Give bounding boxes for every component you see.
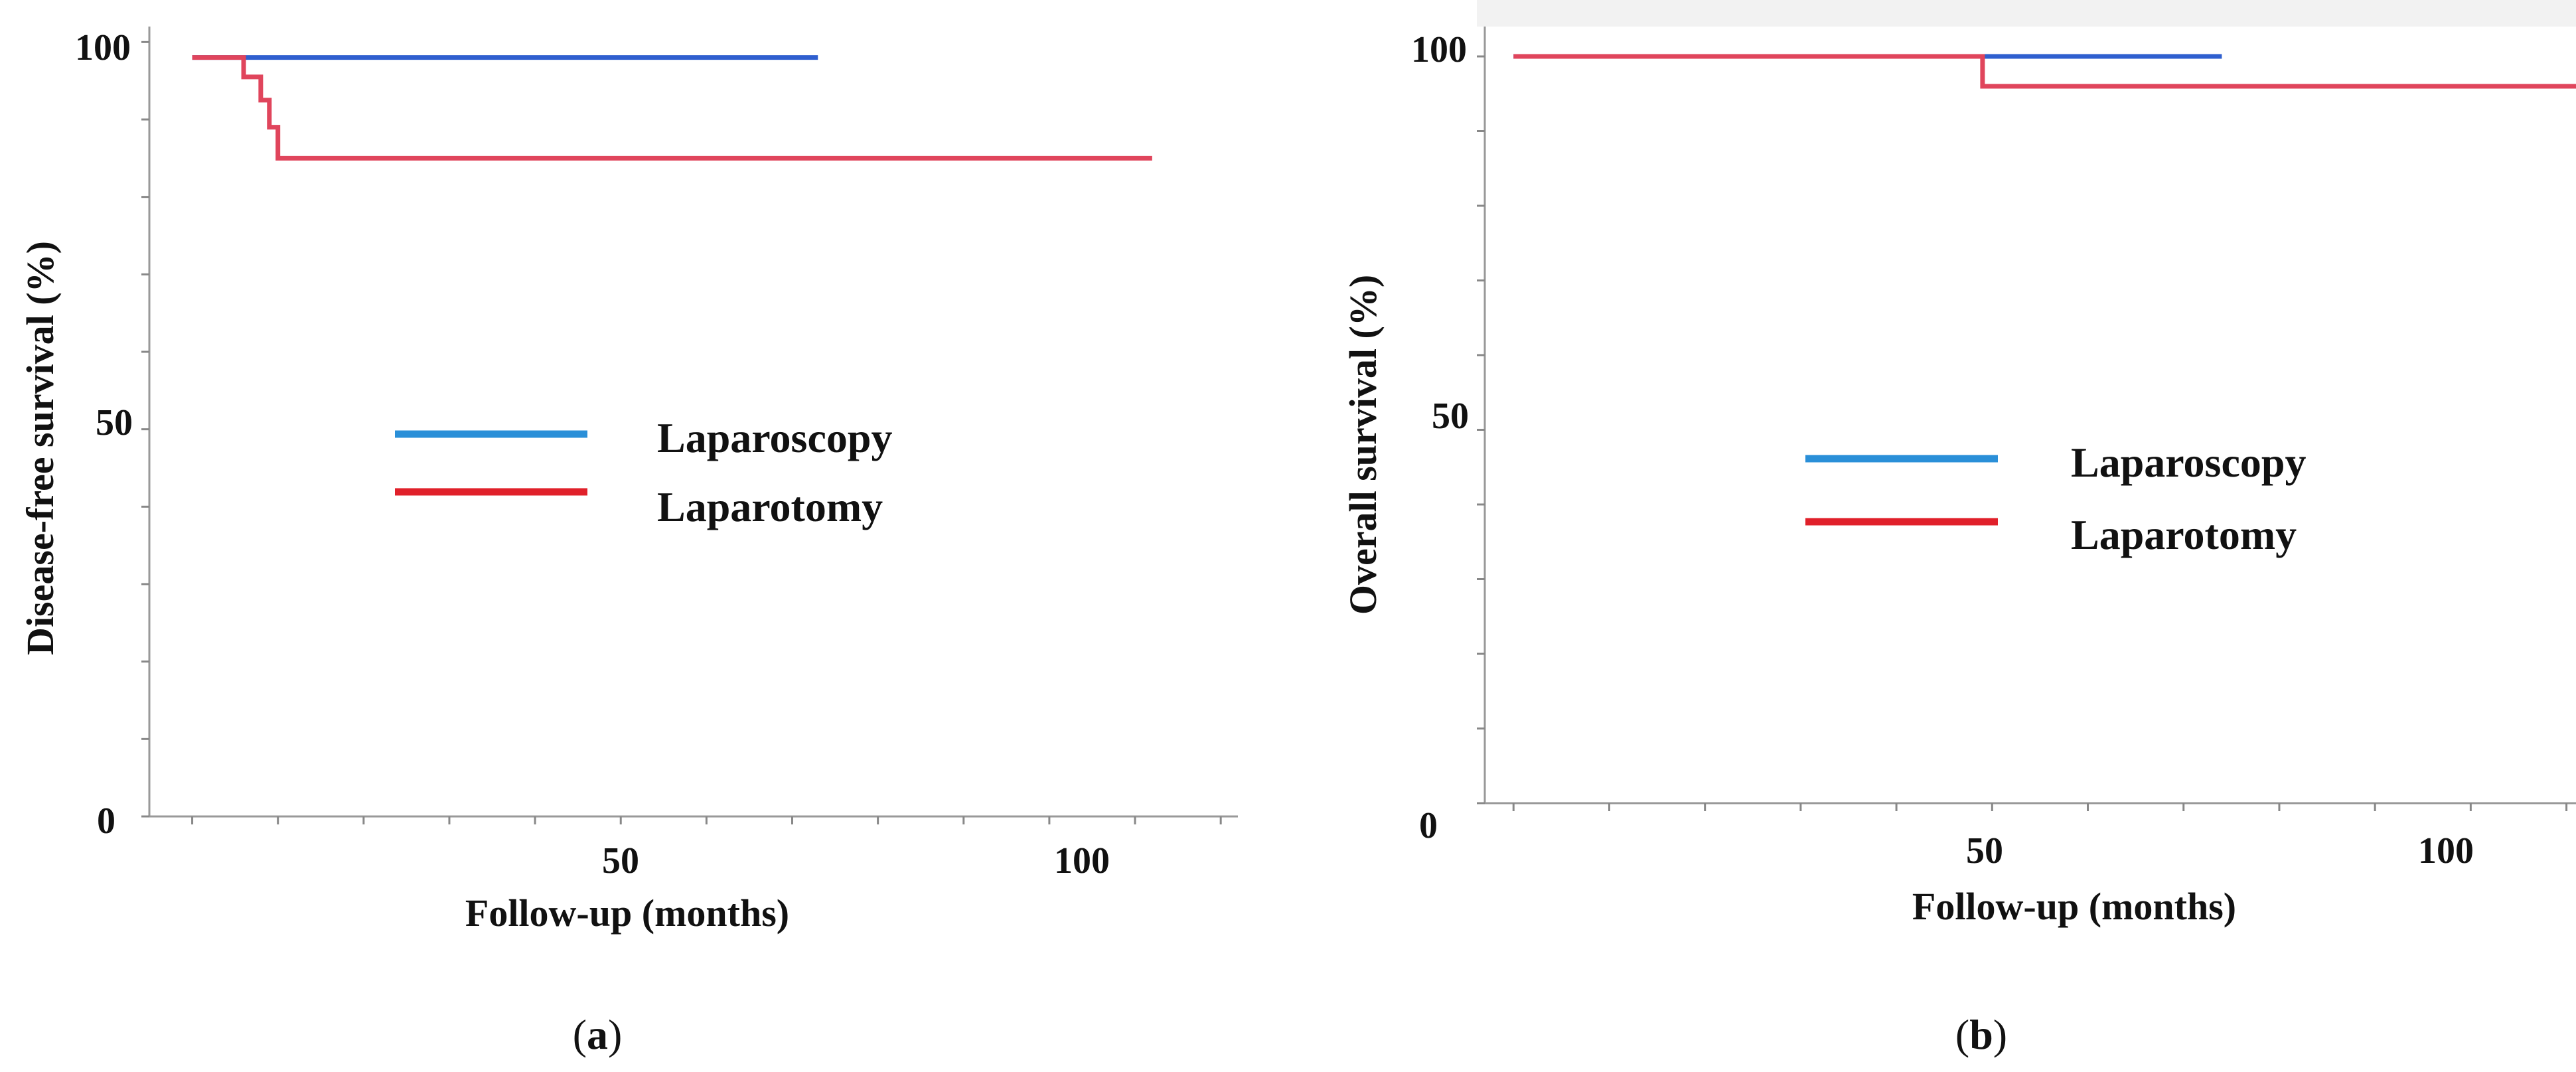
y-tick-label-a-50: 50 bbox=[96, 402, 133, 443]
x-minor-ticks-a bbox=[191, 816, 1222, 824]
legend-label-a-laparoscopy: Laparoscopy bbox=[657, 414, 892, 461]
x-tick-label-a-100: 100 bbox=[1054, 840, 1110, 881]
x-tick-label-b-50: 50 bbox=[1966, 830, 2003, 872]
y-minor-ticks-b bbox=[1477, 55, 1485, 804]
legend-label-b-laparoscopy: Laparoscopy bbox=[2071, 439, 2306, 486]
panel-label-a: (a) bbox=[573, 1011, 623, 1058]
x-axis-title-b: Follow-up (months) bbox=[1912, 885, 2236, 928]
y-axis-title-b: Overall survival (%) bbox=[1341, 275, 1385, 615]
y-tick-label-b-100: 100 bbox=[1411, 29, 1467, 70]
panel-b-top-band bbox=[1477, 0, 2576, 27]
chart-panel-a: 100 50 0 50 100 Disease-free survival (%… bbox=[19, 27, 1238, 1058]
x-minor-ticks-b bbox=[1512, 803, 2568, 811]
y-tick-label-a-0: 0 bbox=[97, 801, 115, 842]
series-line-b-laparotomy bbox=[1513, 54, 2576, 89]
legend-label-b-laparotomy: Laparotomy bbox=[2071, 511, 2297, 558]
panel-letter-b: b bbox=[1969, 1011, 1993, 1058]
legend-label-a-laparotomy: Laparotomy bbox=[657, 483, 883, 530]
series-line-a-laparotomy bbox=[192, 55, 1152, 161]
y-minor-ticks-a bbox=[141, 40, 149, 818]
x-axis-title-a: Follow-up (months) bbox=[465, 891, 789, 935]
y-tick-label-b-0: 0 bbox=[1419, 805, 1438, 846]
x-tick-label-a-50: 50 bbox=[602, 840, 639, 881]
y-axis-title-a: Disease-free survival (%) bbox=[19, 241, 62, 655]
y-tick-label-a-100: 100 bbox=[75, 27, 131, 68]
legend-a: Laparoscopy Laparotomy bbox=[395, 414, 892, 530]
panel-label-b: (b) bbox=[1955, 1011, 2007, 1058]
series-lines-a bbox=[192, 55, 1152, 161]
plot-area-b bbox=[1485, 27, 2576, 803]
series-lines-b bbox=[1513, 54, 2576, 89]
y-tick-label-b-50: 50 bbox=[1432, 396, 1469, 437]
x-tick-label-b-100: 100 bbox=[2418, 830, 2474, 872]
chart-panel-b: 100 50 0 50 100 Overall survival (%) Fol… bbox=[1341, 0, 2576, 1058]
panel-letter-a: a bbox=[587, 1011, 608, 1058]
legend-b: Laparoscopy Laparotomy bbox=[1805, 439, 2306, 558]
